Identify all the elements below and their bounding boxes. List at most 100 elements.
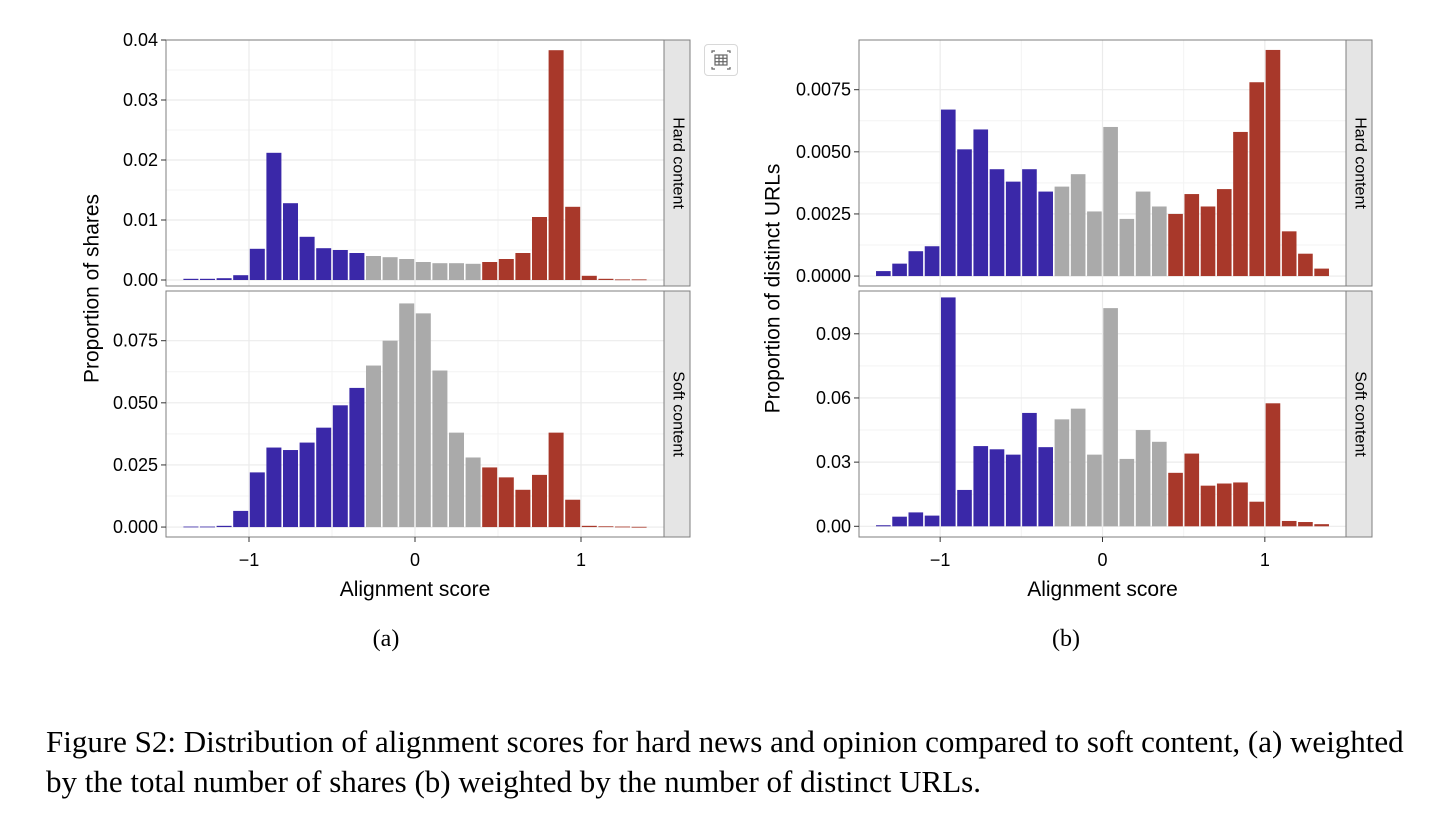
y-tick-label: 0.09 bbox=[816, 324, 851, 344]
bar-liberal bbox=[1022, 412, 1037, 527]
bar-conservative bbox=[1249, 501, 1265, 527]
x-axis-title: Alignment score bbox=[1027, 578, 1178, 601]
bar-conservative bbox=[1233, 482, 1248, 527]
bar-conservative bbox=[548, 50, 564, 281]
y-tick-label: 0.01 bbox=[123, 210, 158, 230]
y-tick-label: 0.03 bbox=[123, 90, 158, 110]
bar-conservative bbox=[1314, 268, 1329, 277]
bar-neutral bbox=[1135, 430, 1151, 527]
bar-neutral bbox=[399, 259, 415, 280]
facet-panel-hard: 0.0000 0.0025 0.0050 0.0075 Hard content bbox=[796, 39, 1373, 287]
y-tick-label: 0.0075 bbox=[796, 80, 851, 100]
bar-conservative bbox=[1216, 483, 1232, 527]
bar-liberal bbox=[892, 263, 907, 277]
bar-neutral bbox=[465, 457, 481, 528]
facet-strip-label: Hard content bbox=[670, 117, 687, 209]
bar-liberal bbox=[957, 149, 972, 277]
bar-neutral bbox=[1070, 408, 1086, 527]
bar-conservative bbox=[1314, 524, 1329, 527]
x-tick-label: 1 bbox=[576, 550, 586, 570]
bar-conservative bbox=[482, 467, 498, 528]
bar-liberal bbox=[283, 203, 298, 280]
bar-neutral bbox=[465, 263, 481, 280]
x-tick-label: −1 bbox=[239, 550, 260, 570]
x-tick-label: 1 bbox=[1260, 550, 1270, 570]
bar-conservative bbox=[565, 206, 581, 280]
bar-neutral bbox=[1152, 206, 1167, 277]
bar-neutral bbox=[366, 256, 381, 280]
y-tick-label: 0.025 bbox=[113, 455, 158, 475]
bar-liberal bbox=[1022, 169, 1037, 277]
bar-neutral bbox=[1070, 174, 1086, 277]
bar-series bbox=[876, 297, 1329, 527]
bar-liberal bbox=[216, 278, 232, 280]
bar-liberal bbox=[349, 253, 365, 280]
bar-conservative bbox=[631, 279, 647, 281]
bar-liberal bbox=[1038, 191, 1053, 277]
bar-liberal bbox=[940, 297, 956, 527]
bar-liberal bbox=[266, 447, 282, 528]
bar-liberal bbox=[1005, 181, 1021, 277]
bar-liberal bbox=[266, 152, 282, 280]
bar-conservative bbox=[631, 526, 647, 528]
y-tick-label: 0.0050 bbox=[796, 142, 851, 162]
bar-liberal bbox=[876, 525, 891, 527]
bar-conservative bbox=[615, 526, 630, 528]
bar-liberal bbox=[200, 526, 215, 528]
bar-neutral bbox=[366, 365, 381, 528]
table-grid-icon[interactable] bbox=[704, 44, 738, 76]
bar-conservative bbox=[1281, 231, 1297, 277]
chart-subtitle: (b) bbox=[1052, 626, 1080, 652]
bar-conservative bbox=[548, 432, 564, 528]
bar-liberal bbox=[1038, 447, 1053, 527]
bar-neutral bbox=[1119, 218, 1135, 277]
bar-conservative bbox=[498, 259, 514, 280]
bar-liberal bbox=[316, 427, 332, 528]
bar-conservative bbox=[1265, 49, 1281, 277]
bar-conservative bbox=[1184, 194, 1200, 277]
bar-series bbox=[183, 303, 647, 528]
bar-conservative bbox=[1200, 485, 1216, 527]
bar-conservative bbox=[515, 489, 531, 528]
bar-liberal bbox=[316, 248, 332, 280]
bar-neutral bbox=[432, 370, 448, 528]
x-tick-label: 0 bbox=[410, 550, 420, 570]
chart-subtitle: (a) bbox=[373, 626, 400, 652]
bar-liberal bbox=[892, 516, 907, 527]
bar-neutral bbox=[1087, 211, 1102, 277]
bar-series bbox=[876, 49, 1329, 277]
bar-liberal bbox=[973, 129, 989, 277]
bar-liberal bbox=[989, 169, 1005, 277]
bar-conservative bbox=[598, 278, 614, 280]
bar-conservative bbox=[1216, 189, 1232, 277]
facet-panel-soft: 0.000 0.025 0.050 0.075 Soft content bbox=[113, 290, 691, 538]
bar-liberal bbox=[924, 246, 940, 277]
bar-series bbox=[183, 50, 647, 281]
bar-neutral bbox=[449, 263, 464, 280]
bar-neutral bbox=[1119, 458, 1135, 527]
bar-liberal bbox=[876, 271, 891, 277]
bar-liberal bbox=[957, 489, 972, 527]
bar-neutral bbox=[1152, 441, 1167, 527]
bar-conservative bbox=[1233, 131, 1248, 277]
bar-liberal bbox=[908, 512, 924, 527]
bar-liberal bbox=[332, 405, 348, 528]
bar-conservative bbox=[532, 217, 547, 280]
y-axis-title: Proportion of distinct URLs bbox=[762, 164, 785, 414]
facet-strip-label: Hard content bbox=[1352, 117, 1369, 209]
bar-neutral bbox=[1087, 454, 1102, 527]
bar-liberal bbox=[233, 275, 249, 280]
bar-conservative bbox=[1200, 206, 1216, 277]
y-tick-label: 0.050 bbox=[113, 393, 158, 413]
bar-liberal bbox=[183, 526, 199, 528]
bar-liberal bbox=[332, 250, 348, 280]
y-tick-label: 0.075 bbox=[113, 331, 158, 351]
bar-neutral bbox=[1135, 191, 1151, 277]
bar-conservative bbox=[598, 526, 614, 528]
bar-conservative bbox=[1184, 453, 1200, 527]
bar-neutral bbox=[1103, 308, 1118, 527]
bar-liberal bbox=[216, 525, 232, 528]
